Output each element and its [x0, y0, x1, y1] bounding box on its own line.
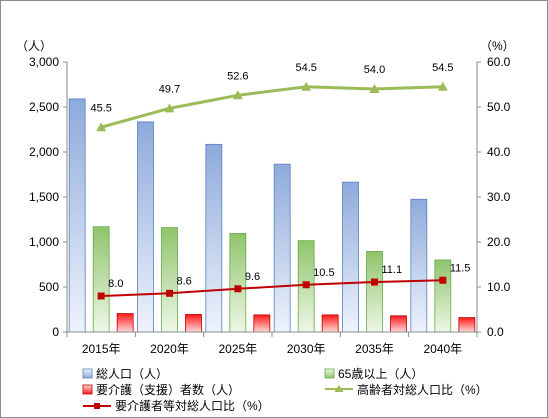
bar-care-recipients — [185, 314, 202, 333]
bar-65-and-over — [434, 259, 452, 333]
marker-elderly-ratio — [164, 103, 175, 113]
left-tick-label: 2,500 — [29, 100, 59, 114]
bar-care-recipients — [321, 314, 339, 333]
left-tick-label: 1,000 — [29, 235, 59, 249]
bar-65-and-over — [229, 233, 247, 333]
right-tick-label: 0.0 — [487, 325, 504, 339]
marker-care-ratio — [439, 276, 447, 284]
bar-total-population — [410, 198, 428, 333]
bar-care-recipients — [253, 314, 271, 333]
data-label-care-ratio: 11.1 — [382, 264, 403, 276]
bar-total-population — [137, 121, 154, 333]
marker-elderly-ratio — [437, 81, 448, 91]
data-label-elderly-ratio: 52.6 — [227, 70, 248, 82]
left-axis-unit: （人） — [16, 39, 52, 53]
legend: 総人口（人） 65歳以上（人） 要介護（支援）者数（人） 高齢者対総人口比（%）… — [82, 367, 488, 413]
legend-swatch-total-population — [82, 368, 93, 379]
bar-total-population — [205, 143, 223, 333]
marker-elderly-ratio — [96, 122, 107, 132]
x-tick-label: 2040年 — [423, 342, 462, 356]
legend-label-care-ratio: 要介護者等対総人口比（%） — [115, 398, 270, 413]
bar-care-recipients — [390, 315, 407, 333]
right-tick-label: 30.0 — [487, 190, 511, 204]
bar-total-population — [68, 98, 86, 333]
marker-elderly-ratio — [369, 84, 380, 93]
marker-care-ratio — [234, 285, 242, 293]
marker-care-ratio — [302, 281, 310, 289]
marker-care-ratio — [371, 278, 378, 286]
left-tick-label: 500 — [39, 280, 59, 294]
x-tick-label: 2035年 — [355, 342, 394, 356]
bar-total-population — [273, 163, 291, 333]
x-tick-label: 2030年 — [287, 342, 326, 356]
right-axis-unit: （%） — [480, 39, 515, 53]
bar-care-recipients — [458, 317, 476, 333]
bar-65-and-over — [92, 226, 110, 333]
right-tick-label: 60.0 — [487, 55, 511, 69]
bar-total-population — [342, 181, 359, 333]
data-label-elderly-ratio: 45.5 — [90, 102, 111, 114]
right-axis-ticks: 0.0 10.0 20.0 30.0 40.0 50.0 60.0 — [477, 55, 511, 339]
data-label-elderly-ratio: 54.0 — [364, 64, 385, 76]
left-tick-label: 3,000 — [29, 55, 59, 69]
marker-elderly-ratio — [301, 81, 312, 91]
data-label-elderly-ratio: 54.5 — [295, 62, 316, 74]
marker-elderly-ratio — [232, 90, 243, 100]
data-label-care-ratio: 8.6 — [177, 275, 192, 287]
legend-marker-elderly-ratio — [334, 385, 344, 392]
legend-label-65-and-over: 65歳以上（人） — [338, 367, 423, 381]
bar-care-recipients — [116, 313, 134, 333]
bar-65-and-over — [366, 251, 383, 333]
legend-label-care-recipients: 要介護（支援）者数（人） — [96, 382, 240, 397]
x-tick-label: 2025年 — [218, 342, 257, 356]
legend-marker-care-ratio — [94, 403, 100, 409]
right-tick-label: 10.0 — [487, 280, 511, 294]
legend-swatch-65-and-over — [324, 368, 335, 379]
data-label-care-ratio: 8.0 — [108, 278, 123, 290]
legend-label-total-population: 総人口（人） — [96, 367, 168, 381]
data-label-care-ratio: 9.6 — [245, 271, 260, 283]
marker-care-ratio — [97, 292, 105, 300]
left-axis-ticks: 0 500 1,000 1,500 2,000 2,500 3,000 — [29, 55, 67, 339]
marker-care-ratio — [166, 289, 173, 297]
data-label-elderly-ratio: 49.7 — [159, 83, 180, 95]
line-elderly-ratio — [100, 85, 443, 129]
right-tick-label: 50.0 — [487, 100, 511, 114]
right-tick-label: 40.0 — [487, 145, 511, 159]
axes — [66, 62, 478, 337]
x-tick-label: 2015年 — [82, 342, 121, 356]
legend-label-elderly-ratio: 高齢者対総人口比（%） — [357, 382, 488, 397]
left-tick-label: 2,000 — [29, 145, 59, 159]
x-axis-categories: 2015年 2020年 2025年 2030年 2035年 2040年 — [82, 342, 462, 356]
data-label-care-ratio: 11.5 — [450, 262, 471, 274]
x-tick-label: 2020年 — [150, 342, 189, 356]
bars — [68, 98, 476, 333]
line-series: 45.5 49.7 52.6 54.5 54.0 54.5 8.0 8.6 9.6 10.5 11.… — [90, 62, 470, 300]
bar-65-and-over — [161, 227, 178, 333]
left-tick-label: 1,500 — [29, 190, 59, 204]
data-label-elderly-ratio: 54.5 — [432, 62, 453, 74]
left-tick-label: 0 — [52, 325, 59, 339]
right-tick-label: 20.0 — [487, 235, 511, 249]
legend-swatch-care-recipients — [82, 384, 93, 395]
line-care-ratio — [101, 279, 443, 297]
data-label-care-ratio: 10.5 — [313, 267, 334, 279]
